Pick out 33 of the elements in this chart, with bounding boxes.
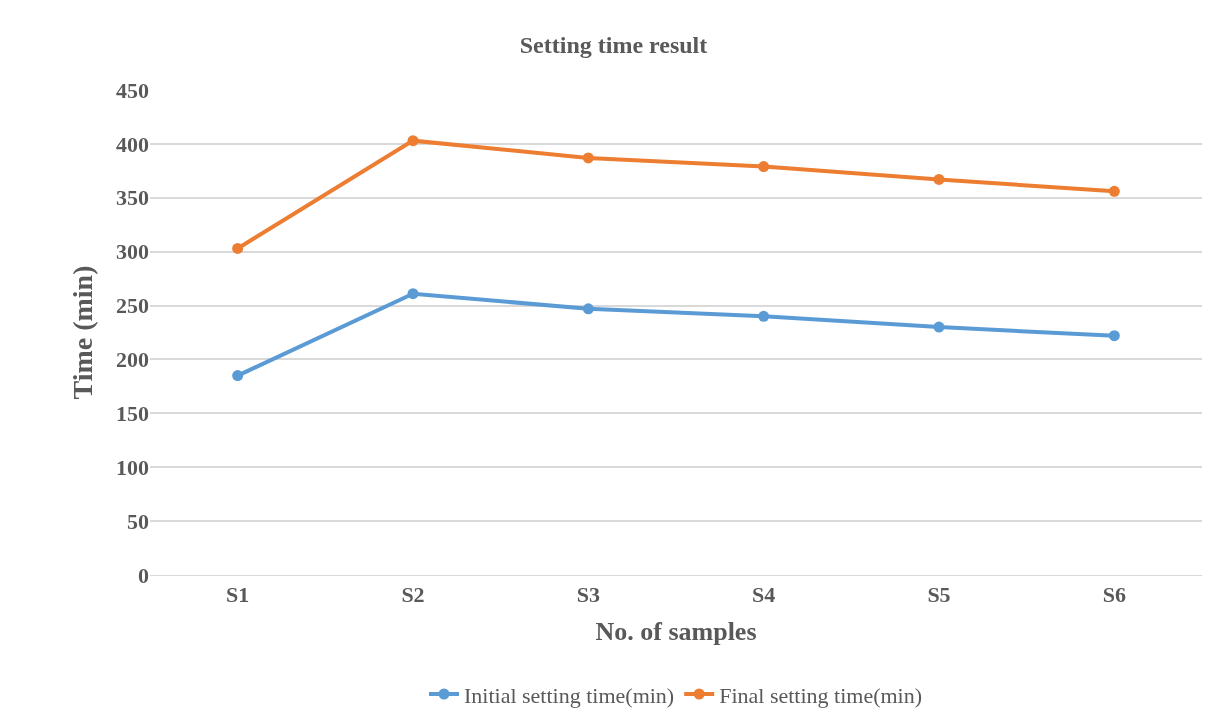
point (933, 321, 945, 333)
point (758, 310, 770, 322)
chart-title: Setting time result (519, 32, 708, 59)
y-axis-title: Time (min) (66, 265, 98, 400)
x-tick-label: S5 (927, 582, 951, 608)
point (232, 242, 244, 254)
x-axis-title: No. of samples (595, 617, 757, 647)
point (407, 135, 419, 147)
point (232, 370, 244, 382)
point (582, 152, 594, 164)
legend-label: Final setting time(min) (719, 682, 923, 708)
x-tick-label: S4 (752, 582, 776, 608)
y-tick-label: 200 (116, 347, 149, 373)
point (407, 288, 419, 300)
y-tick-label: 400 (116, 131, 149, 157)
y-tick-label: 100 (116, 454, 149, 480)
x-tick-label: S2 (401, 582, 425, 608)
legend-label: Initial setting time(min) (464, 682, 675, 708)
y-tick-label: 0 (138, 562, 149, 588)
y-tick-label: 150 (116, 401, 149, 427)
point (582, 303, 594, 315)
y-tick-label: 450 (116, 77, 149, 103)
x-tick-label: S3 (576, 582, 600, 608)
y-tick-label: 350 (116, 185, 149, 211)
y-tick-label: 300 (116, 239, 149, 265)
x-tick-label: S6 (1102, 582, 1126, 608)
point (933, 173, 945, 185)
point (758, 161, 770, 173)
point (1108, 330, 1120, 342)
x-tick-label: S1 (226, 582, 250, 608)
y-tick-label: 250 (116, 293, 149, 319)
y-tick-label: 50 (127, 508, 149, 534)
point (1108, 185, 1120, 197)
